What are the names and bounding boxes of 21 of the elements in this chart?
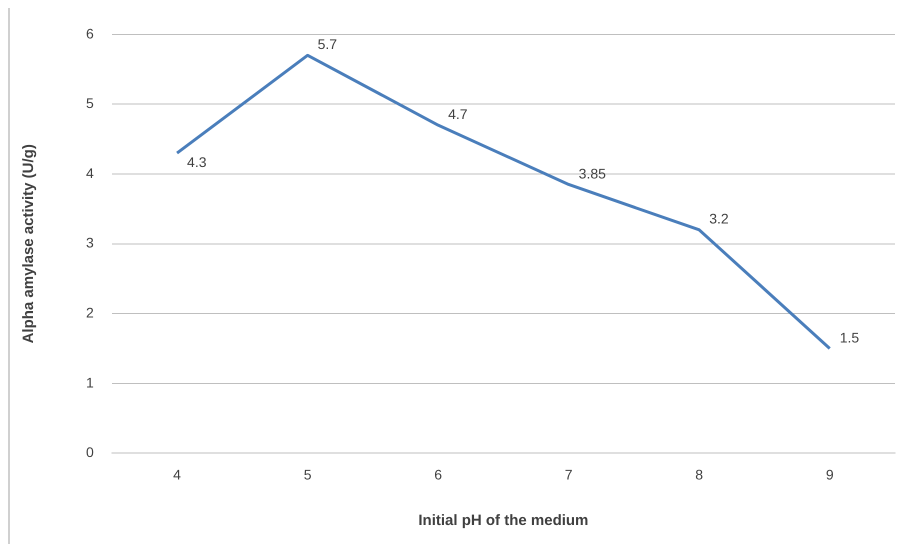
y-tick-label: 2	[86, 304, 94, 320]
y-tick-label: 0	[86, 444, 94, 460]
y-axis-title: Alpha amylase activity (U/g)	[20, 144, 38, 344]
y-tick-label: 3	[86, 234, 94, 251]
x-tick-label: 4	[173, 466, 182, 482]
data-label: 3.85	[578, 165, 606, 182]
data-label: 3.2	[709, 210, 729, 227]
y-tick-label: 6	[86, 25, 94, 42]
x-tick-label: 7	[564, 466, 573, 482]
x-tick-label: 8	[695, 466, 704, 482]
x-tick-label: 6	[434, 466, 442, 482]
data-label: 4.7	[448, 106, 468, 122]
y-tick-label: 4	[86, 164, 94, 181]
x-axis-title: Initial pH of the medium	[418, 512, 588, 530]
data-label: 5.7	[318, 36, 338, 52]
data-label: 4.3	[187, 154, 207, 170]
y-tick-label: 5	[86, 95, 94, 112]
x-tick-label: 5	[304, 466, 312, 482]
x-tick-label: 9	[826, 466, 834, 482]
data-label: 1.5	[840, 329, 860, 346]
y-tick-label: 1	[86, 374, 94, 390]
